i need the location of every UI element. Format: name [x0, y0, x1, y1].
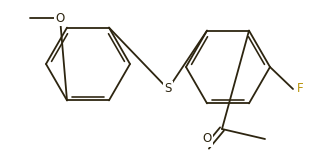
Text: F: F: [297, 82, 303, 95]
Text: S: S: [164, 82, 172, 95]
Text: O: O: [55, 11, 65, 24]
Text: O: O: [202, 133, 212, 146]
